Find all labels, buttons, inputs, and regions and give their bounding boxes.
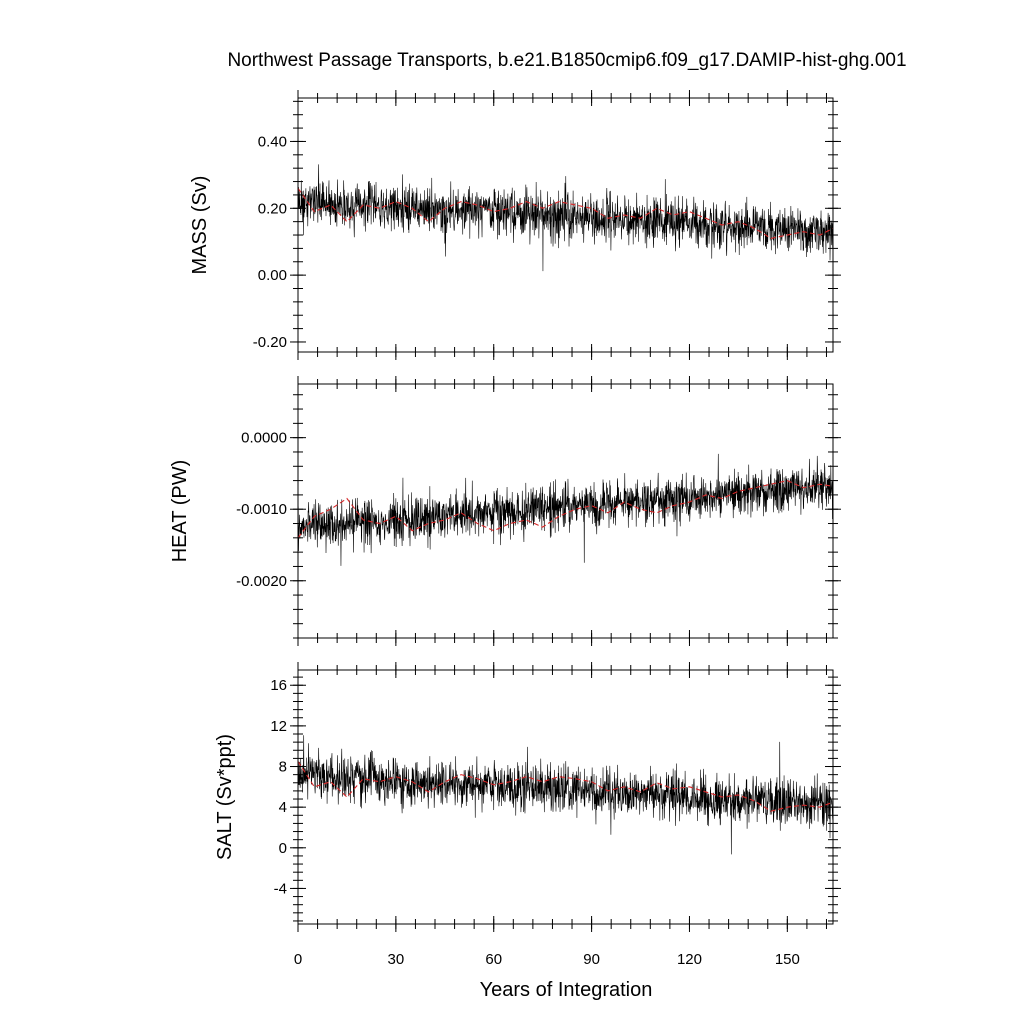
heat-plot-frame: [297, 383, 834, 639]
y-tick-label: 0: [279, 840, 287, 857]
panel-salt: -4 0 4 8 12 16 SALT (Sv*ppt): [214, 662, 841, 932]
x-tick-label: 150: [775, 951, 800, 968]
heat-y-axis-label: HEAT (PW): [169, 460, 191, 563]
mass-y-axis-label: MASS (Sv): [189, 176, 211, 275]
mass-series: [298, 164, 833, 272]
y-tick-label: 4: [279, 799, 287, 816]
heat-annual-mean-line: [298, 480, 833, 539]
heat-axis-ticks: -0.0020 -0.0010 0.0000: [236, 376, 841, 646]
x-tick-label: 90: [583, 951, 600, 968]
y-tick-label: 12: [270, 718, 287, 735]
mass-axis-ticks: -0.20 0.00 0.20 0.40: [253, 90, 841, 360]
y-tick-label: 0.40: [258, 133, 287, 150]
y-tick-label: 16: [270, 677, 287, 694]
x-tick-label: 0: [294, 951, 302, 968]
panel-mass: -0.20 0.00 0.20 0.40 MASS (Sv): [189, 90, 841, 360]
x-tick-label: 60: [485, 951, 502, 968]
mass-annual-mean-line: [298, 187, 833, 239]
salt-axis-ticks: -4 0 4 8 12 16: [270, 662, 841, 932]
x-axis-label: Years of Integration: [480, 979, 653, 1001]
panel-heat: -0.0020 -0.0010 0.0000 HEAT (PW): [169, 376, 841, 646]
mass-plot-frame: [297, 97, 834, 353]
y-tick-label: -0.0010: [236, 501, 287, 518]
y-tick-label: 0.00: [258, 267, 287, 284]
mass-monthly-series-line: [298, 164, 833, 272]
y-tick-label: -0.20: [253, 334, 287, 351]
figure-title: Northwest Passage Transports, b.e21.B185…: [227, 50, 906, 71]
y-tick-label: -0.0020: [236, 573, 287, 590]
salt-y-axis-label: SALT (Sv*ppt): [214, 734, 236, 860]
y-tick-label: -4: [274, 880, 287, 897]
y-tick-label: 0.20: [258, 200, 287, 217]
salt-monthly-series-line: [298, 735, 833, 855]
x-tick-label: 30: [388, 951, 405, 968]
heat-series: [298, 453, 833, 566]
salt-series: [298, 735, 833, 855]
x-tick-labels: 0 30 60 90 120 150: [294, 951, 800, 968]
y-tick-label: 8: [279, 759, 287, 776]
salt-plot-frame: [297, 669, 834, 925]
salt-annual-mean-line: [298, 761, 833, 812]
x-tick-label: 120: [677, 951, 702, 968]
y-tick-label: 0.0000: [241, 430, 287, 447]
heat-monthly-series-line: [298, 453, 833, 566]
